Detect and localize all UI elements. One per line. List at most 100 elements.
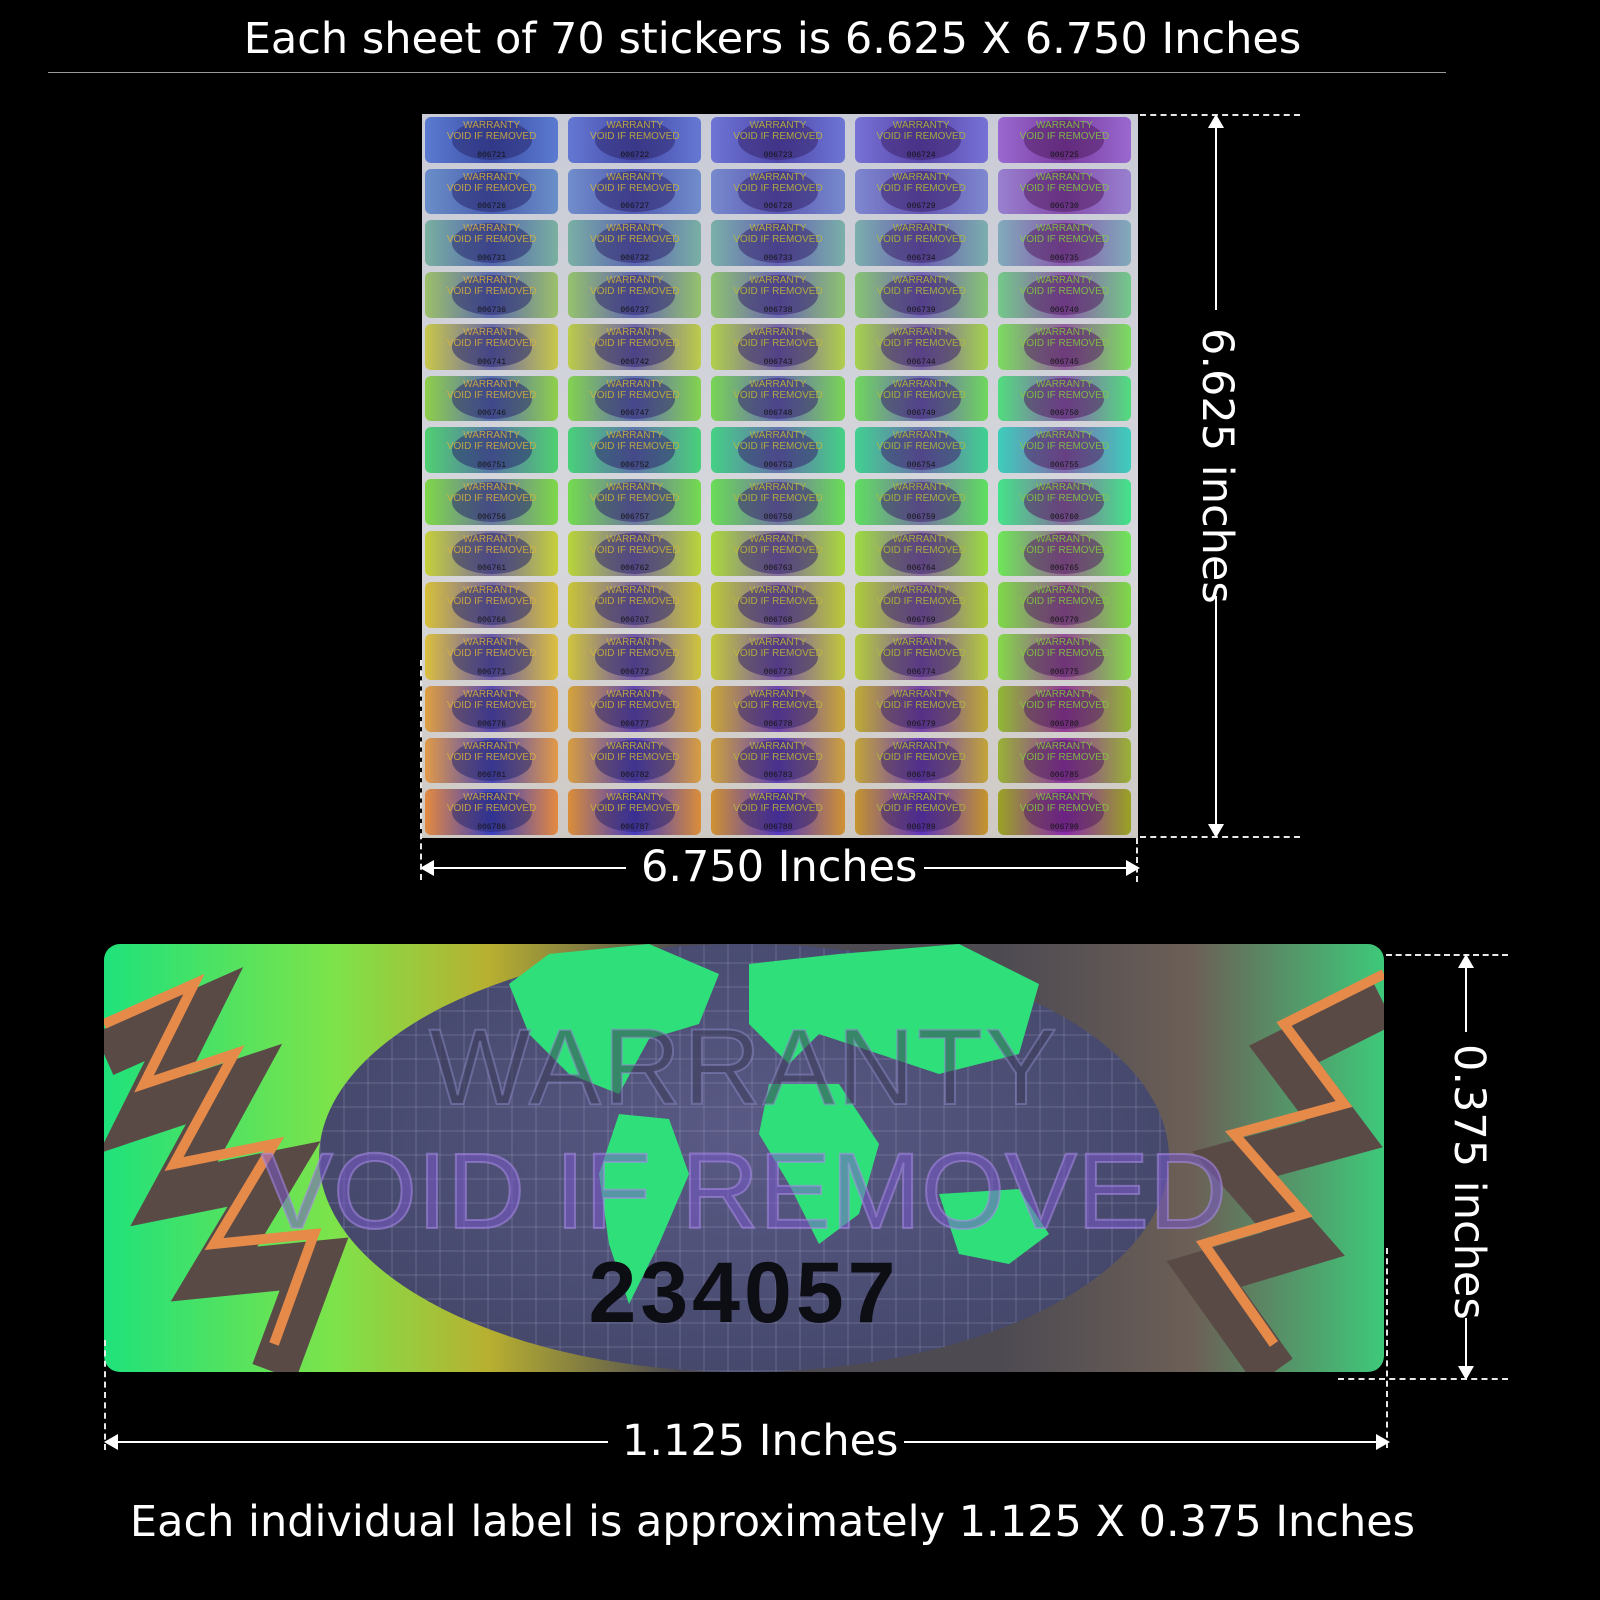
sticker-serial: 006754	[906, 460, 936, 470]
sticker-serial: 006785	[1049, 771, 1079, 781]
sticker: WARRANTY VOID IF REMOVED 006766	[425, 582, 559, 629]
sticker: WARRANTY VOID IF REMOVED 006760	[997, 479, 1131, 525]
label-height-bottom-guide	[1338, 1378, 1508, 1380]
zigzag-pattern-icon	[104, 966, 1384, 1372]
sheet-width-arrow-right	[924, 867, 1130, 869]
sticker-serial: 006722	[620, 150, 650, 160]
continents-icon	[509, 944, 1049, 1304]
sticker: WARRANTY VOID IF REMOVED 006776	[425, 685, 559, 732]
sticker-void-text: VOID IF REMOVED	[590, 493, 680, 504]
sticker-void-text: VOID IF REMOVED	[446, 337, 537, 349]
sticker-warranty-text: WARRANTY	[892, 792, 950, 804]
sticker-warranty-text: WARRANTY	[606, 326, 664, 338]
sticker: WARRANTY VOID IF REMOVED 006765	[997, 530, 1131, 577]
sticker: WARRANTY VOID IF REMOVED 006730	[997, 168, 1131, 215]
sticker-warranty-text: WARRANTY	[892, 688, 950, 700]
sticker-warranty-text: WARRANTY	[749, 585, 807, 597]
sticker-warranty-text: WARRANTY	[1035, 378, 1093, 390]
sticker: WARRANTY VOID IF REMOVED 006767	[568, 582, 702, 629]
arrowhead-right-icon	[1126, 860, 1140, 876]
sticker: WARRANTY VOID IF REMOVED 006729	[854, 168, 988, 215]
sticker-warranty-text: WARRANTY	[749, 223, 807, 235]
label-void-text: VOID IF REMOVED	[260, 1129, 1228, 1252]
sticker-void-text: VOID IF REMOVED	[733, 389, 823, 401]
sticker-void-text: VOID IF REMOVED	[1019, 699, 1110, 711]
sticker-serial: 006783	[763, 771, 793, 781]
sticker-warranty-text: WARRANTY	[749, 637, 807, 649]
sticker-warranty-text: WARRANTY	[463, 378, 521, 390]
sticker: WARRANTY VOID IF REMOVED 006783	[711, 737, 845, 784]
sticker-warranty-text: WARRANTY	[1035, 326, 1093, 338]
sticker-warranty-text: WARRANTY	[749, 792, 807, 804]
sticker-warranty-text: WARRANTY	[749, 275, 807, 287]
sticker-void-text: VOID IF REMOVED	[1019, 803, 1110, 815]
sticker-serial: 006751	[477, 460, 506, 470]
sticker-warranty-text: WARRANTY	[606, 120, 664, 131]
sticker-void-text: VOID IF REMOVED	[733, 493, 823, 504]
sticker-warranty-text: WARRANTY	[892, 378, 950, 390]
sticker-void-text: VOID IF REMOVED	[733, 544, 823, 556]
sheet-height-label: 6.625 inches	[1192, 328, 1242, 604]
sticker-void-text: VOID IF REMOVED	[876, 441, 966, 453]
arrowhead-up-icon	[1208, 114, 1224, 128]
sticker-void-text: VOID IF REMOVED	[446, 544, 537, 556]
arrowhead-left-icon	[420, 860, 434, 876]
sticker: WARRANTY VOID IF REMOVED 006773	[711, 634, 845, 680]
sticker: WARRANTY VOID IF REMOVED 006721	[425, 117, 559, 163]
sticker: WARRANTY VOID IF REMOVED 006746	[425, 375, 559, 422]
sticker-void-text: VOID IF REMOVED	[876, 751, 966, 763]
sticker-warranty-text: WARRANTY	[463, 740, 521, 752]
label-warranty-text: WARRANTY	[428, 1005, 1059, 1128]
sticker-warranty-text: WARRANTY	[1035, 223, 1093, 235]
world-globe-icon	[319, 944, 1169, 1372]
sticker-warranty-text: WARRANTY	[606, 792, 664, 804]
sticker: WARRANTY VOID IF REMOVED 006786	[425, 789, 559, 835]
sticker: WARRANTY VOID IF REMOVED 006736	[425, 272, 559, 318]
sticker: WARRANTY VOID IF REMOVED 006743	[711, 323, 845, 370]
sticker: WARRANTY VOID IF REMOVED 006789	[854, 789, 988, 835]
sticker-serial: 006758	[763, 512, 793, 522]
sticker: WARRANTY VOID IF REMOVED 006755	[997, 427, 1131, 473]
sticker: WARRANTY VOID IF REMOVED 006768	[711, 582, 845, 629]
sticker: WARRANTY VOID IF REMOVED 006753	[711, 427, 845, 473]
sticker-void-text: VOID IF REMOVED	[876, 544, 966, 556]
sticker-void-text: VOID IF REMOVED	[1019, 751, 1110, 763]
sticker-warranty-text: WARRANTY	[892, 740, 950, 752]
sticker-serial: 006759	[906, 512, 936, 522]
sticker: WARRANTY VOID IF REMOVED 006752	[568, 427, 702, 473]
sticker: WARRANTY VOID IF REMOVED 006784	[854, 737, 988, 784]
sticker-void-text: VOID IF REMOVED	[590, 389, 680, 401]
sticker-serial: 006727	[620, 202, 650, 212]
sticker-warranty-text: WARRANTY	[606, 637, 664, 649]
sticker-serial: 006728	[763, 202, 793, 212]
sticker: WARRANTY VOID IF REMOVED 006724	[854, 117, 988, 163]
arrowhead-right-icon	[1376, 1434, 1390, 1450]
sticker-warranty-text: WARRANTY	[606, 275, 664, 287]
sticker-serial: 006765	[1049, 564, 1079, 574]
sticker-serial: 006739	[906, 305, 936, 315]
sticker: WARRANTY VOID IF REMOVED 006763	[711, 530, 845, 577]
sheet-width-left-guide	[420, 660, 422, 880]
sticker-void-text: VOID IF REMOVED	[446, 803, 537, 815]
sticker: WARRANTY VOID IF REMOVED 006777	[568, 685, 702, 732]
sticker-void-text: VOID IF REMOVED	[446, 441, 537, 453]
sticker-serial: 006766	[477, 616, 506, 626]
sticker-serial: 006723	[763, 150, 793, 160]
sticker-serial: 006776	[477, 719, 506, 729]
sticker: WARRANTY VOID IF REMOVED 006775	[997, 634, 1131, 680]
sticker-warranty-text: WARRANTY	[892, 533, 950, 545]
sticker-sheet-photo: WARRANTY VOID IF REMOVED 006721 WARRANTY VOI…	[422, 114, 1138, 838]
label-width-right-guide	[1386, 1248, 1388, 1448]
sticker-void-text: VOID IF REMOVED	[446, 389, 537, 401]
sticker-void-text: VOID IF REMOVED	[876, 648, 966, 660]
sticker-warranty-text: WARRANTY	[1035, 171, 1093, 183]
sticker-warranty-text: WARRANTY	[1035, 637, 1093, 649]
sticker-void-text: VOID IF REMOVED	[446, 234, 537, 246]
sticker-warranty-text: WARRANTY	[749, 378, 807, 390]
sticker: WARRANTY VOID IF REMOVED 006785	[997, 737, 1131, 784]
sticker-void-text: VOID IF REMOVED	[876, 337, 966, 349]
sticker-void-text: VOID IF REMOVED	[446, 182, 537, 194]
sticker: WARRANTY VOID IF REMOVED 006780	[997, 685, 1131, 732]
sticker-serial: 006782	[620, 771, 650, 781]
sticker-warranty-text: WARRANTY	[463, 482, 521, 493]
